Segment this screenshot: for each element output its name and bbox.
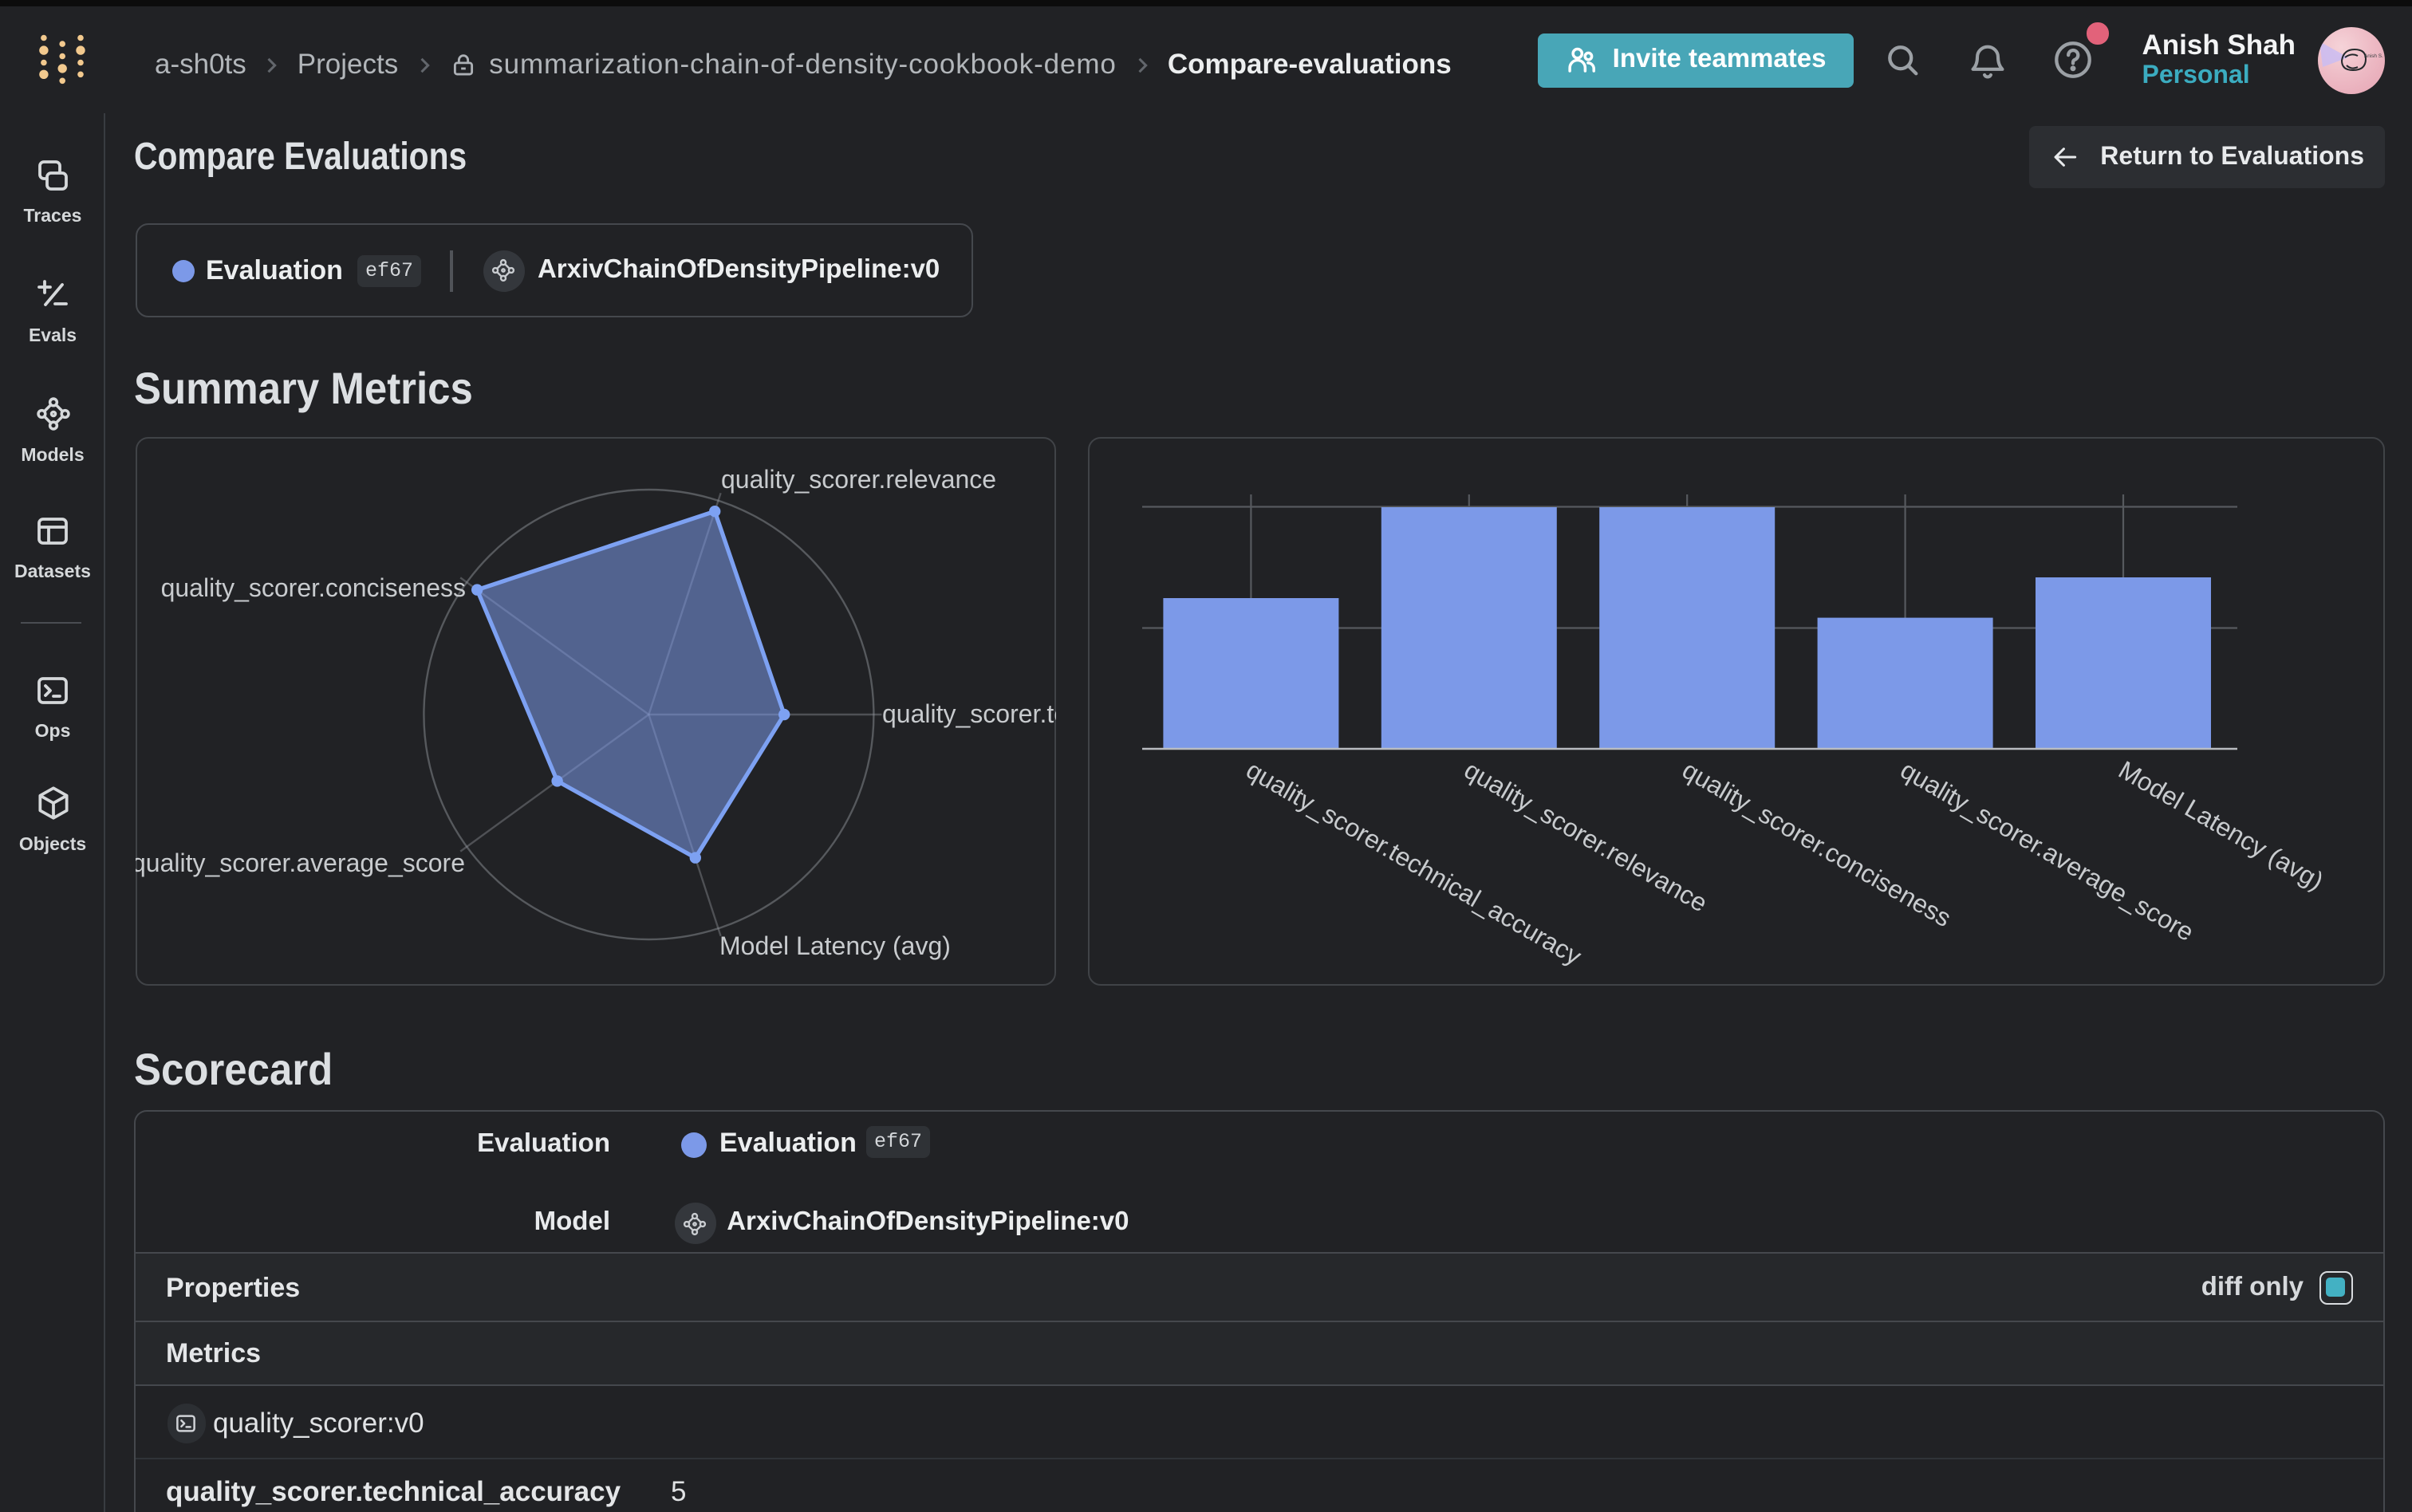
svg-text:Model Latency (avg): Model Latency (avg) — [719, 931, 951, 960]
svg-text:quality_scorer.technical_accur: quality_scorer.technical_accuracy — [1242, 755, 1586, 971]
svg-text:quality_scorer.relevance: quality_scorer.relevance — [721, 465, 996, 494]
svg-text:Anish S.: Anish S. — [2364, 53, 2383, 58]
svg-text:quality_scorer.conciseness: quality_scorer.conciseness — [161, 573, 466, 602]
svg-text:Model Latency (avg): Model Latency (avg) — [2114, 755, 2328, 896]
svg-text:quality_scorer.technical_accur: quality_scorer.technical_accuracy — [882, 699, 1056, 728]
svg-text:quality_scorer.average_score: quality_scorer.average_score — [136, 849, 465, 877]
svg-text:quality_scorer.relevance: quality_scorer.relevance — [1460, 755, 1712, 918]
